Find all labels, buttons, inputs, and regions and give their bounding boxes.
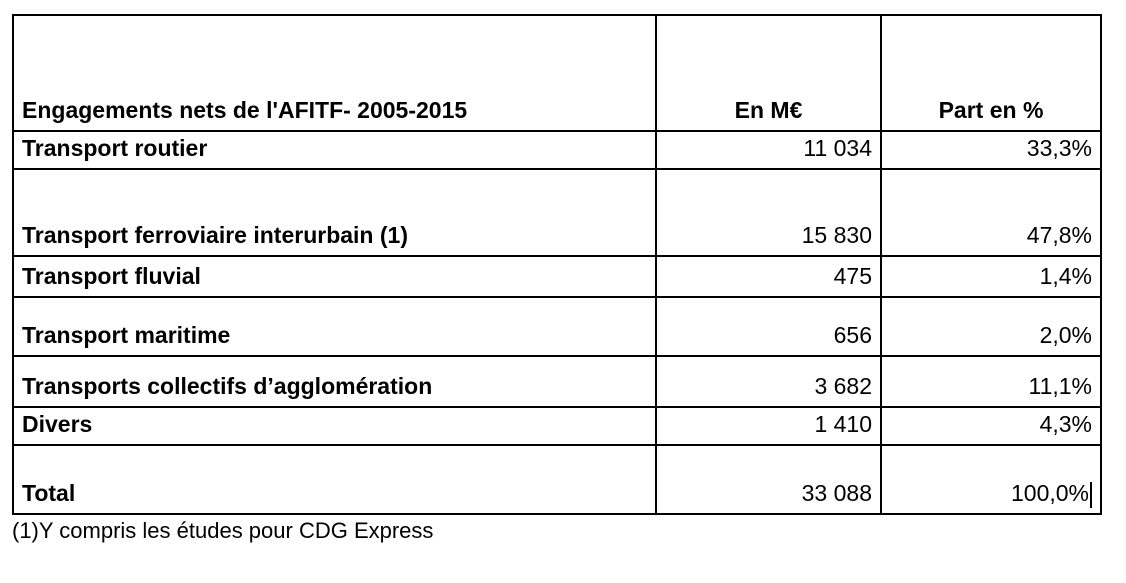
total-share-text: 100,0% bbox=[1010, 480, 1089, 506]
row-value: 1 410 bbox=[655, 406, 882, 446]
row-share: 1,4% bbox=[880, 255, 1102, 298]
table-row: Transport routier 11 034 33,3% bbox=[12, 130, 1102, 170]
row-value: 11 034 bbox=[655, 130, 882, 170]
table-header-row: Engagements nets de l'AFITF- 2005-2015 E… bbox=[12, 14, 1102, 132]
row-value: 656 bbox=[655, 296, 882, 357]
row-value: 15 830 bbox=[655, 168, 882, 257]
row-label: Transport ferroviaire interurbain (1) bbox=[12, 168, 657, 257]
row-share: 33,3% bbox=[880, 130, 1102, 170]
afitf-engagements-table: Engagements nets de l'AFITF- 2005-2015 E… bbox=[12, 14, 1102, 515]
text-cursor bbox=[1090, 481, 1092, 508]
row-label: Transports collectifs d’agglomération bbox=[12, 355, 657, 408]
row-share: 2,0% bbox=[880, 296, 1102, 357]
row-label: Divers bbox=[12, 406, 657, 446]
row-value: 475 bbox=[655, 255, 882, 298]
table-row: Transport fluvial 475 1,4% bbox=[12, 255, 1102, 298]
row-label: Transport routier bbox=[12, 130, 657, 170]
table-row: Transport maritime 656 2,0% bbox=[12, 296, 1102, 357]
table-title-header: Engagements nets de l'AFITF- 2005-2015 bbox=[12, 14, 657, 132]
row-share: 11,1% bbox=[880, 355, 1102, 408]
row-label: Transport maritime bbox=[12, 296, 657, 357]
footnote: (1)Y compris les études pour CDG Express bbox=[12, 518, 434, 543]
table-total-row: Total 33 088 100,0% bbox=[12, 443, 1102, 515]
row-label: Transport fluvial bbox=[12, 255, 657, 298]
table-row: Transport ferroviaire interurbain (1) 15… bbox=[12, 168, 1102, 257]
table-row: Divers 1 410 4,3% bbox=[12, 406, 1102, 446]
row-share: 4,3% bbox=[880, 406, 1102, 446]
total-value: 33 088 bbox=[655, 443, 882, 515]
total-share: 100,0% bbox=[880, 443, 1102, 515]
col-header-share: Part en % bbox=[880, 14, 1102, 132]
row-share: 47,8% bbox=[880, 168, 1102, 257]
total-label: Total bbox=[12, 443, 657, 515]
table-row: Transports collectifs d’agglomération 3 … bbox=[12, 355, 1102, 408]
col-header-value: En M€ bbox=[655, 14, 882, 132]
row-value: 3 682 bbox=[655, 355, 882, 408]
